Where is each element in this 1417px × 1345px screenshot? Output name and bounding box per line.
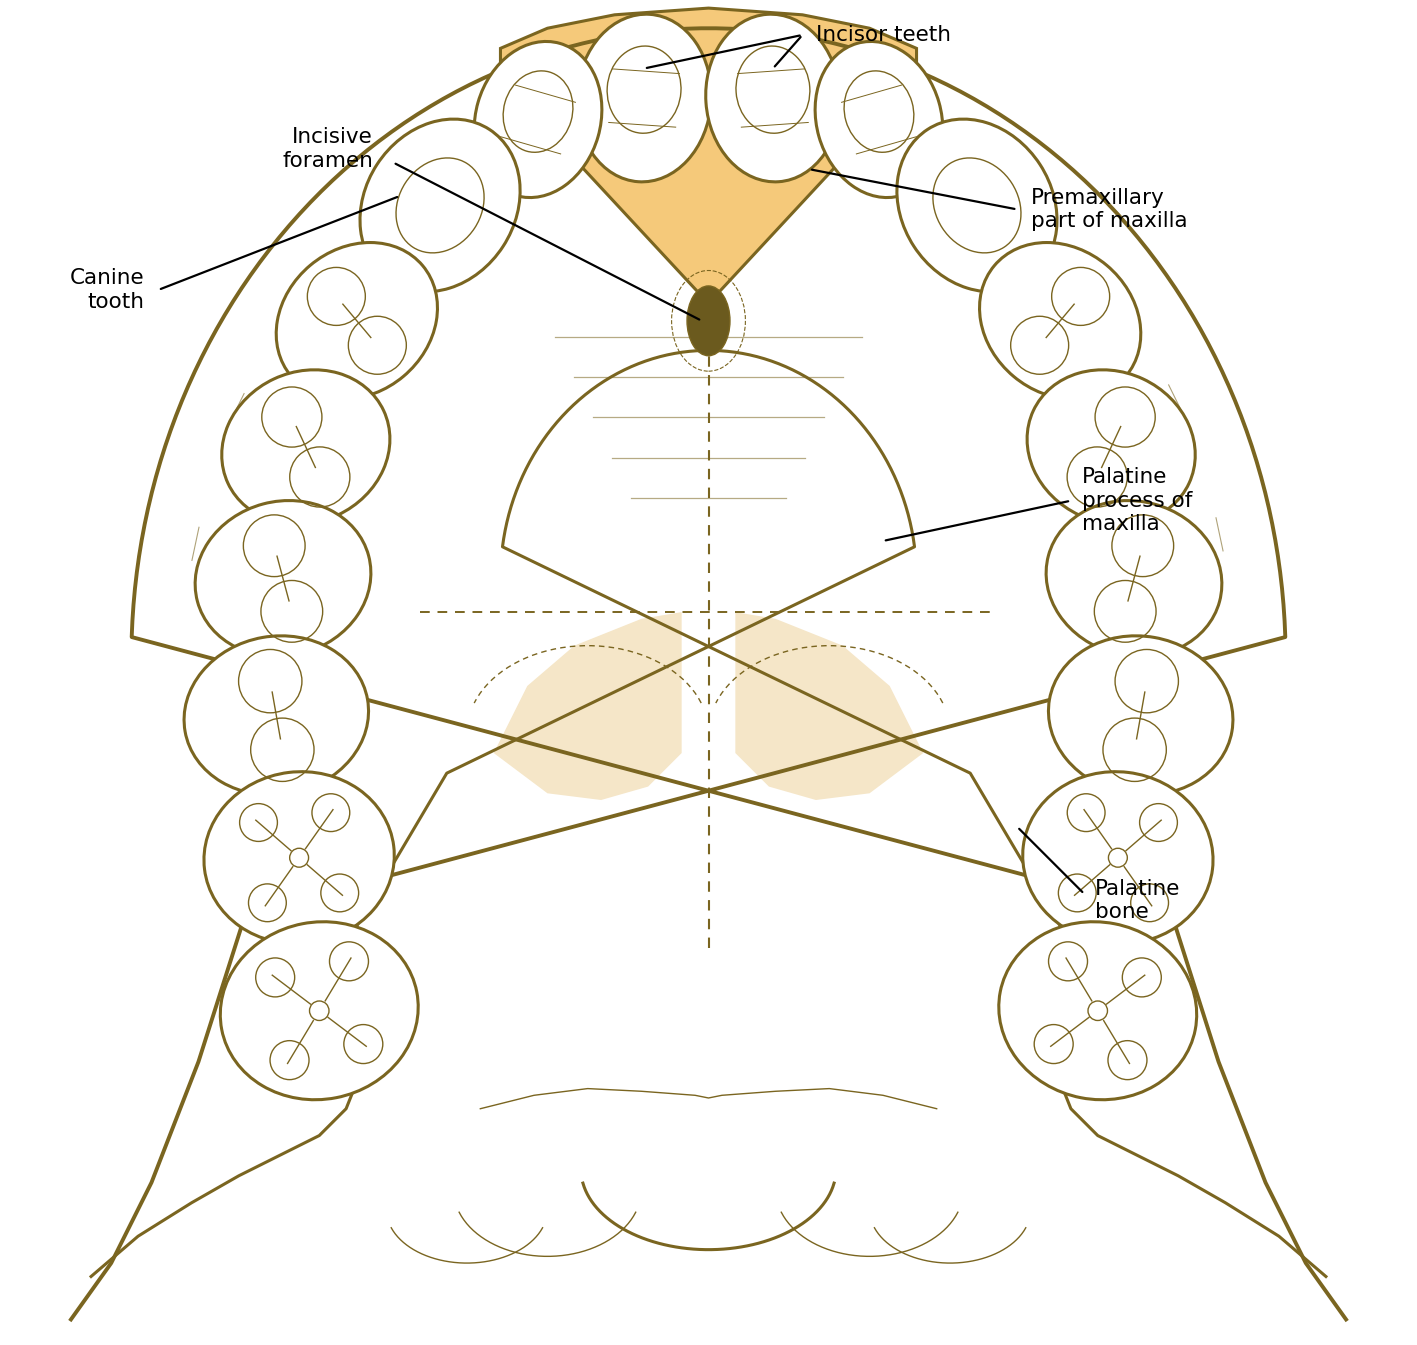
Ellipse shape	[184, 636, 368, 795]
Ellipse shape	[220, 921, 418, 1100]
Ellipse shape	[897, 120, 1057, 292]
Ellipse shape	[1046, 500, 1221, 656]
Polygon shape	[500, 8, 917, 304]
Ellipse shape	[204, 772, 394, 944]
Ellipse shape	[815, 42, 942, 198]
Text: Incisor teeth: Incisor teeth	[816, 26, 951, 44]
Polygon shape	[493, 612, 682, 800]
Ellipse shape	[475, 42, 602, 198]
Text: Premaxillary
part of maxilla: Premaxillary part of maxilla	[1030, 188, 1187, 231]
Ellipse shape	[1023, 772, 1213, 944]
Ellipse shape	[999, 921, 1197, 1100]
Polygon shape	[735, 612, 924, 800]
Text: Canine
tooth: Canine tooth	[71, 269, 145, 312]
Ellipse shape	[360, 120, 520, 292]
Text: Palatine
process of
maxilla: Palatine process of maxilla	[1081, 468, 1192, 534]
Ellipse shape	[276, 242, 438, 399]
Ellipse shape	[221, 370, 390, 525]
Text: Palatine
bone: Palatine bone	[1095, 880, 1180, 923]
Ellipse shape	[979, 242, 1141, 399]
Text: Incisive
foramen: Incisive foramen	[282, 128, 373, 171]
Ellipse shape	[1049, 636, 1233, 795]
Ellipse shape	[577, 15, 711, 182]
Ellipse shape	[706, 15, 840, 182]
Ellipse shape	[196, 500, 371, 656]
Ellipse shape	[1027, 370, 1196, 525]
Ellipse shape	[687, 286, 730, 355]
